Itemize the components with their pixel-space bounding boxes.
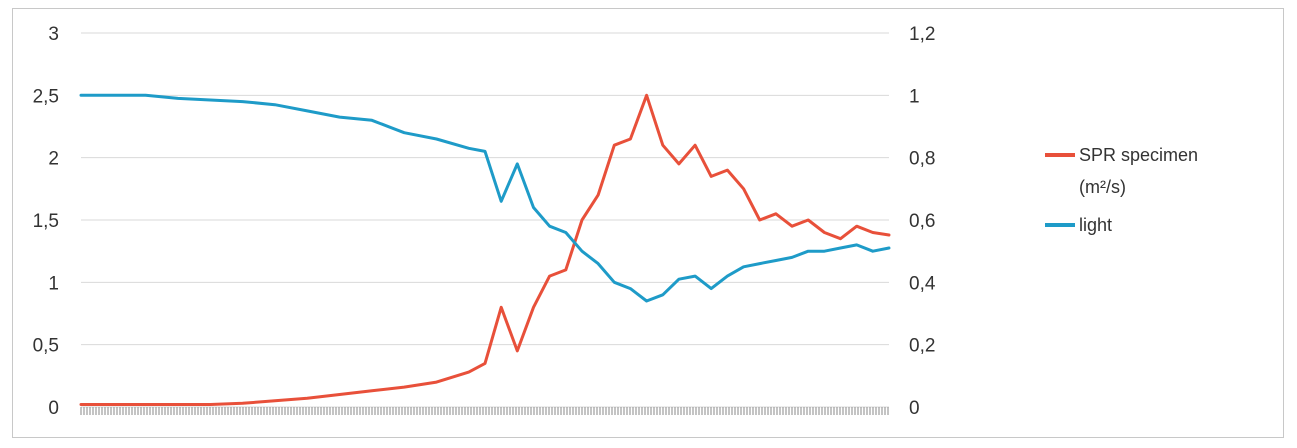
left-tick-label: 1,5 bbox=[33, 211, 59, 232]
right-tick-label: 1,2 bbox=[909, 24, 935, 45]
gridlines bbox=[81, 32, 889, 408]
left-tick-label: 2,5 bbox=[33, 86, 59, 107]
left-tick-label: 0,5 bbox=[33, 336, 59, 357]
right-tick-label: 0,4 bbox=[909, 273, 936, 294]
left-tick-label: 1 bbox=[48, 273, 59, 294]
left-axis-tick-labels: 0 0,5 1 1,5 2 2,5 3 bbox=[33, 24, 59, 419]
legend-label-spr-unit: (m²/s) bbox=[1079, 177, 1126, 197]
series-line-light bbox=[79, 93, 891, 303]
left-tick-label: 3 bbox=[48, 24, 59, 45]
right-tick-label: 1 bbox=[909, 86, 920, 107]
right-tick-label: 0,8 bbox=[909, 149, 935, 170]
left-tick-label: 2 bbox=[48, 149, 59, 170]
right-tick-label: 0,6 bbox=[909, 211, 935, 232]
left-tick-label: 0 bbox=[48, 398, 59, 419]
legend: SPR specimen (m²/s) light bbox=[1045, 145, 1198, 235]
series-line-spr-specimen bbox=[79, 93, 891, 406]
legend-label-spr: SPR specimen bbox=[1079, 145, 1198, 165]
x-axis-ticks bbox=[80, 407, 889, 415]
line-chart: 0 0,5 1 1,5 2 2,5 3 0 0,2 0,4 0,6 0,8 1 1,2 SPR spec… bbox=[33, 24, 1198, 419]
legend-label-light: light bbox=[1079, 215, 1112, 235]
chart-frame: 0 0,5 1 1,5 2 2,5 3 0 0,2 0,4 0,6 0,8 1 1,2 SPR spec… bbox=[12, 8, 1284, 438]
right-tick-label: 0,2 bbox=[909, 336, 935, 357]
right-axis-tick-labels: 0 0,2 0,4 0,6 0,8 1 1,2 bbox=[909, 24, 936, 419]
series-lines bbox=[79, 93, 891, 406]
right-tick-label: 0 bbox=[909, 398, 920, 419]
